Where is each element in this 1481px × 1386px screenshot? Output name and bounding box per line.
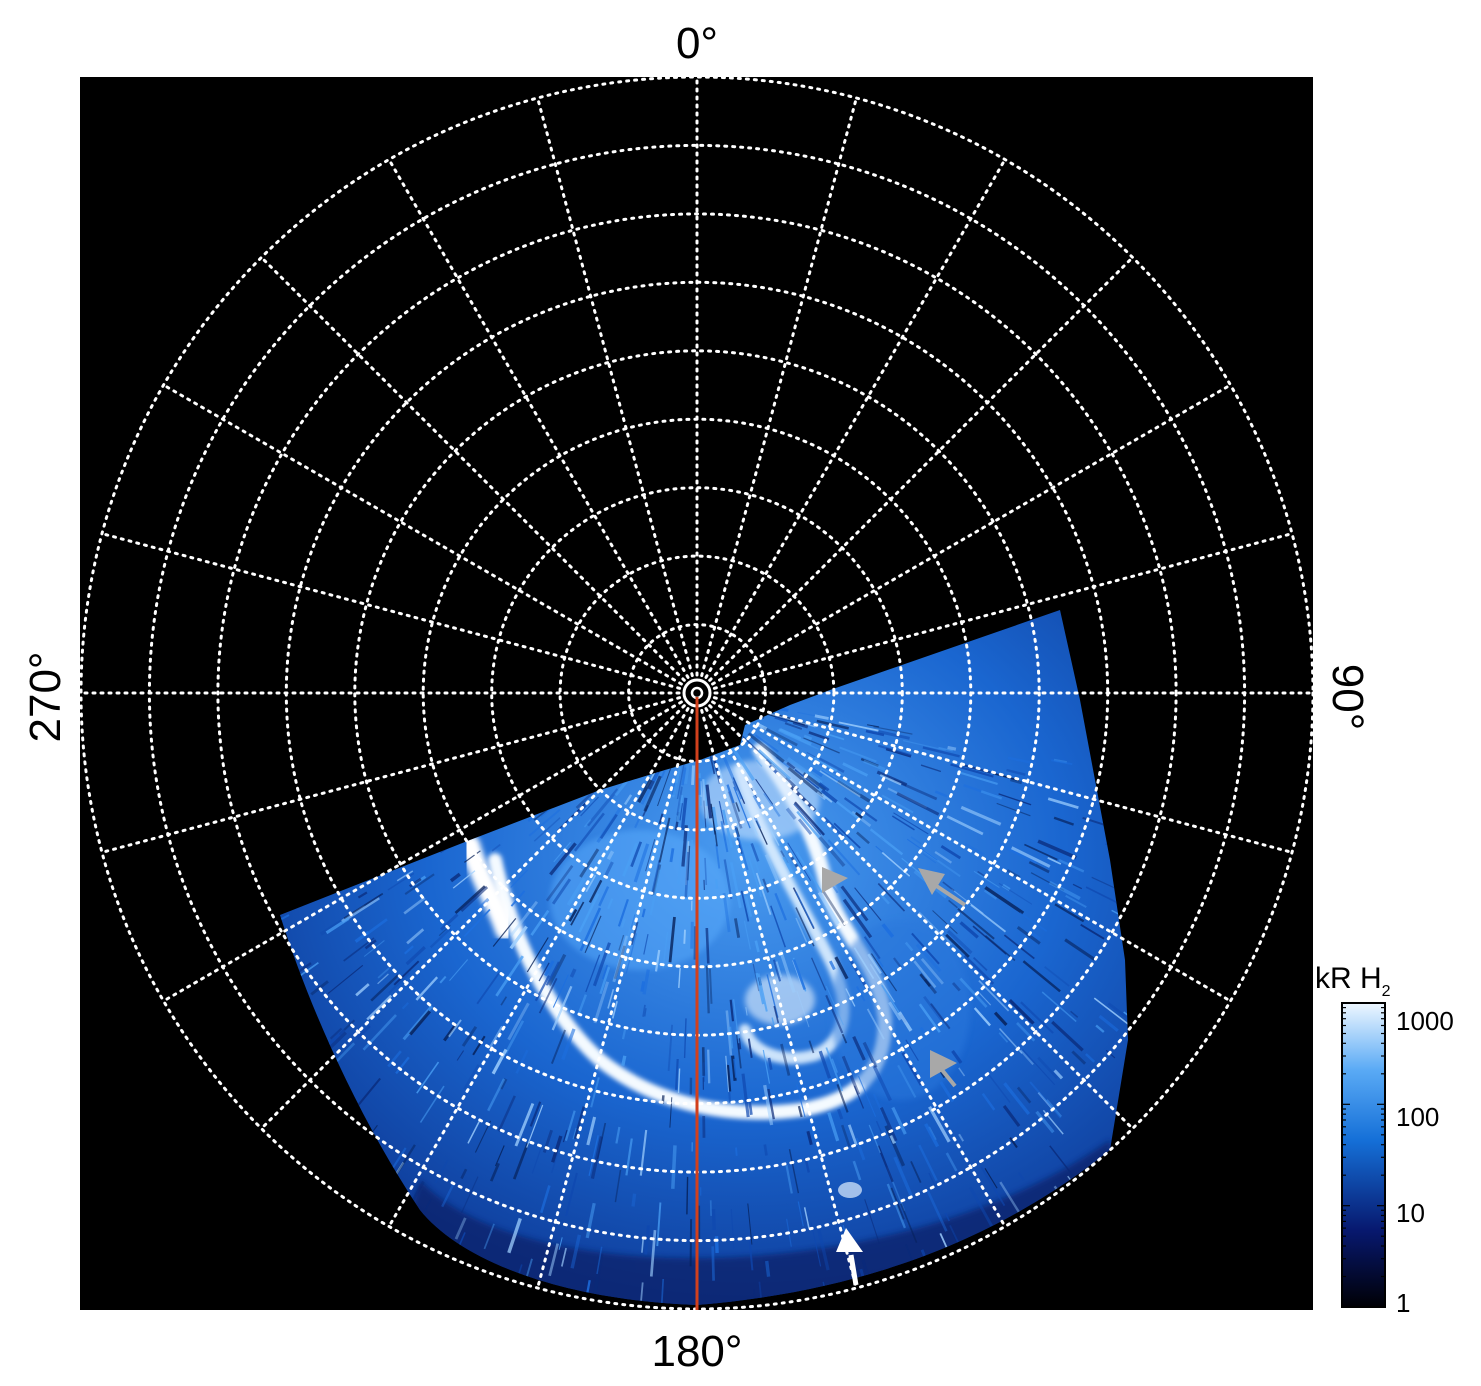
longitude-spoke (711, 700, 1232, 1003)
longitude-spoke (700, 708, 858, 1290)
label-90-degrees: 90° (1323, 664, 1372, 731)
label-180-degrees: 180° (651, 1327, 742, 1376)
gray-arrow-upper-left (822, 867, 848, 893)
white-arrow-bottom (836, 1228, 863, 1286)
colorbar-gradient (1341, 1002, 1386, 1308)
longitude-spoke (100, 532, 682, 690)
longitude-spoke (712, 532, 1294, 690)
label-0-degrees: 0° (676, 19, 718, 68)
longitude-spoke (387, 707, 690, 1228)
longitude-spoke (259, 255, 686, 682)
longitude-spoke (700, 96, 858, 678)
longitude-spoke (704, 707, 1007, 1228)
longitude-spoke (387, 158, 690, 679)
longitude-spoke (162, 700, 683, 1003)
longitude-spoke (711, 383, 1232, 686)
colorbar: kR H2 1000 100 10 1 (1315, 962, 1454, 1318)
longitude-spoke (536, 96, 694, 678)
longitude-spoke (712, 696, 1294, 854)
longitude-spoke (708, 704, 1135, 1131)
longitude-spoke (704, 158, 1007, 679)
colorbar-unit-label: kR H2 (1315, 962, 1391, 1000)
longitude-spoke (100, 696, 682, 854)
longitude-spoke (708, 255, 1135, 682)
colorbar-tick-100: 100 (1396, 1102, 1439, 1132)
gray-arrow-lower-right (930, 1050, 957, 1088)
longitude-spoke (162, 383, 683, 686)
longitude-spoke (536, 708, 694, 1290)
longitude-spoke (259, 704, 686, 1131)
label-270-degrees: 270° (21, 651, 70, 742)
colorbar-tick-1000: 1000 (1396, 1006, 1454, 1036)
colorbar-unit-subscript: 2 (1382, 983, 1391, 1000)
colorbar-tick-10: 10 (1396, 1198, 1425, 1228)
gray-arrow-upper-right (918, 868, 967, 907)
colorbar-tick-1: 1 (1396, 1288, 1410, 1318)
